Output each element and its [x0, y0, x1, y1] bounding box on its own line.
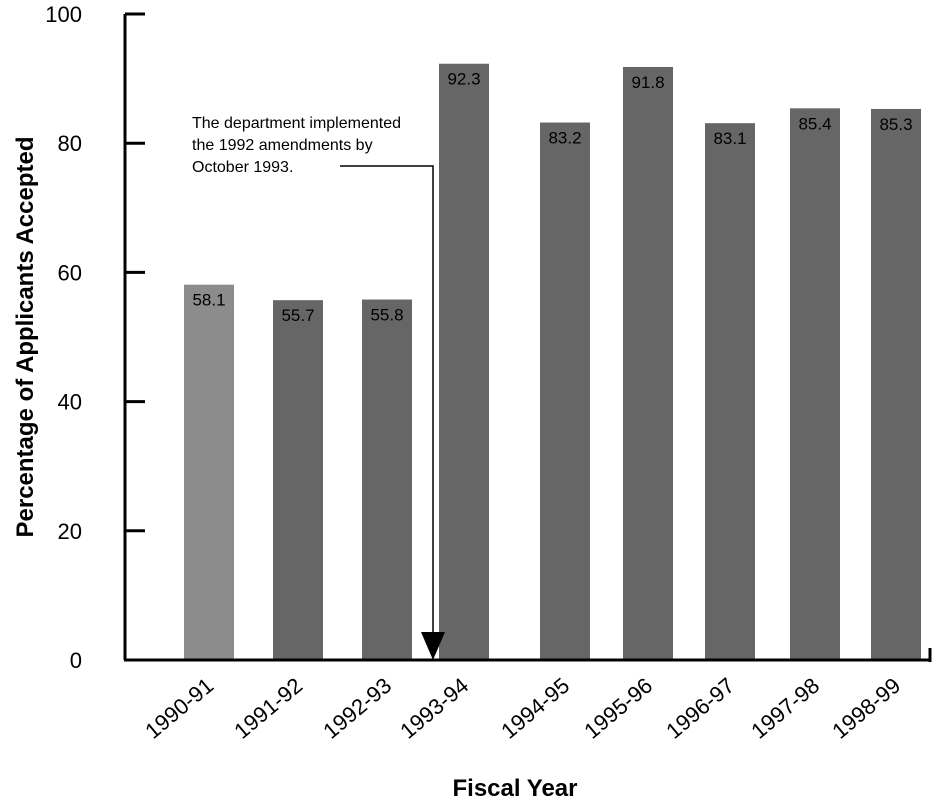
- y-tick-label: 40: [58, 390, 82, 415]
- bar: [439, 63, 489, 660]
- x-tick-label: 1992-93: [318, 673, 396, 744]
- axes-group: [123, 14, 932, 662]
- annotation-line-1: The department implemented: [192, 115, 401, 132]
- bar: [871, 108, 921, 661]
- bar: [623, 66, 673, 661]
- bar: [273, 300, 323, 660]
- x-tick-label: 1998-99: [827, 673, 905, 744]
- annotation-line-3: October 1993.: [192, 159, 293, 176]
- x-ticks-group: 1990-91 1991-92 1992-93 1993-94 1994-95 1995-…: [140, 673, 905, 744]
- data-labels-group: 58.1 55.7 55.8 92.3 83.2 91.8 83.1 85.4 85.3: [192, 70, 912, 325]
- bar-value-label: 55.8: [370, 306, 403, 325]
- bar: [362, 299, 412, 660]
- x-tick-label: 1996-97: [661, 673, 739, 744]
- bars-group: [184, 63, 921, 661]
- x-axis-title: Fiscal Year: [453, 775, 578, 802]
- y-tick-label: 80: [58, 131, 82, 156]
- annotation-arrow-line: [340, 165, 434, 640]
- bar-value-label: 83.1: [713, 129, 746, 148]
- y-axis-title: Percentage of Applicants Accepted: [12, 137, 39, 538]
- bar-value-label: 85.3: [879, 115, 912, 134]
- bar-value-label: 55.7: [281, 306, 314, 325]
- bar-value-label: 85.4: [798, 114, 831, 133]
- bar: [790, 108, 840, 661]
- y-ticks-group: 0 20 40 60 80 100: [45, 2, 145, 673]
- bar-value-label: 83.2: [548, 129, 581, 148]
- annotation-line-2: the 1992 amendments by: [192, 137, 373, 154]
- bar-value-label: 58.1: [192, 291, 225, 310]
- annotation-group: The department implemented the 1992 amen…: [192, 115, 445, 660]
- y-tick-label: 60: [58, 260, 82, 285]
- x-tick-label: 1997-98: [746, 673, 824, 744]
- x-tick-label: 1995-96: [579, 673, 657, 744]
- x-tick-label: 1993-94: [395, 673, 473, 744]
- bar-value-label: 91.8: [631, 73, 664, 92]
- bar: [184, 284, 234, 660]
- bar: [705, 123, 755, 660]
- annotation-arrowhead: [421, 632, 445, 660]
- x-tick-label: 1991-92: [229, 673, 307, 744]
- y-tick-label: 0: [70, 648, 82, 673]
- y-tick-label: 20: [58, 519, 82, 544]
- y-tick-label: 100: [45, 2, 82, 27]
- bar-value-label: 92.3: [447, 70, 480, 89]
- bar: [540, 122, 590, 660]
- x-tick-label: 1990-91: [140, 673, 218, 744]
- x-tick-label: 1994-95: [496, 673, 574, 744]
